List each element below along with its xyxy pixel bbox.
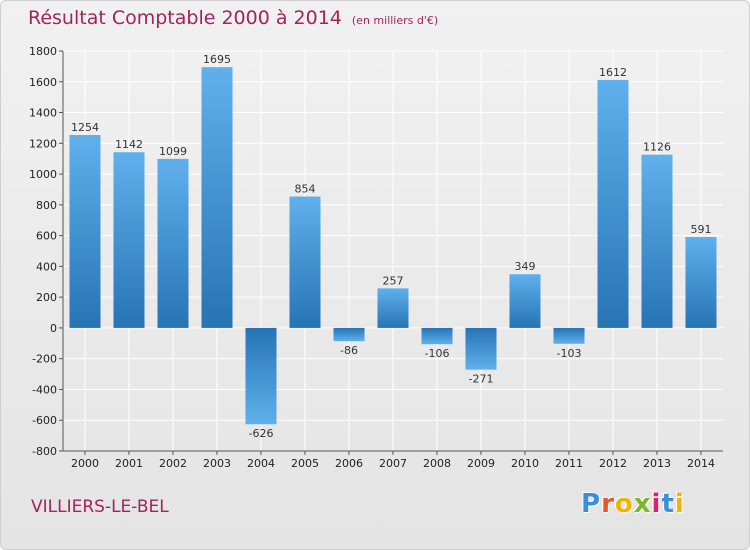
- bar: [157, 158, 189, 328]
- data-label: 1612: [599, 66, 627, 79]
- y-tick-label: 200: [36, 291, 57, 304]
- y-tick-label: 1200: [29, 137, 57, 150]
- chart-title: Résultat Comptable 2000 à 2014 (en millie…: [28, 7, 438, 29]
- y-tick-label: -200: [32, 353, 57, 366]
- logo-letter: x: [633, 489, 652, 519]
- x-tick-label: 2009: [467, 457, 495, 470]
- proxiti-logo: Proxiti: [581, 489, 685, 519]
- bar: [641, 154, 673, 328]
- bar: [333, 327, 365, 342]
- x-tick-label: 2007: [379, 457, 407, 470]
- logo-letter: i: [674, 489, 685, 519]
- data-label: 1126: [643, 141, 671, 154]
- chart-unit: (en milliers d'€): [351, 14, 439, 27]
- x-tick-label: 2012: [599, 457, 627, 470]
- x-tick-label: 2005: [291, 457, 319, 470]
- bar: [69, 135, 101, 328]
- axes: -800 -600 -400 -200 0 200 400 600 800 1000 1200 140…: [29, 45, 723, 470]
- x-tick-label: 2006: [335, 457, 363, 470]
- data-label: -86: [340, 344, 358, 357]
- logo-letter: o: [614, 489, 634, 519]
- bar: [113, 152, 145, 328]
- x-tick-label: 2013: [643, 457, 671, 470]
- bar: [685, 237, 717, 328]
- logo-letter: P: [581, 489, 602, 519]
- data-label: 257: [383, 274, 404, 287]
- y-tick-label: 800: [36, 199, 57, 212]
- bar: [509, 274, 541, 328]
- y-tick-label: -800: [32, 445, 57, 458]
- bar: [201, 67, 233, 328]
- logo-letter: t: [661, 489, 675, 519]
- data-label: -103: [557, 347, 582, 360]
- logo-letter: r: [601, 489, 615, 519]
- data-label: 1099: [159, 145, 187, 158]
- y-tick-label: 1600: [29, 76, 57, 89]
- bar: [421, 327, 453, 345]
- data-label: 349: [515, 260, 536, 273]
- logo-letter: i: [651, 489, 662, 519]
- data-label: -106: [425, 347, 450, 360]
- value-labels: 1254 1142 1099 1695 -626 854 -86 257 -106 -271 349…: [71, 53, 712, 440]
- bar: [597, 79, 629, 328]
- data-label: -626: [249, 427, 274, 440]
- y-tick-label: -600: [32, 414, 57, 427]
- bar: [553, 327, 585, 344]
- y-tick-label: 400: [36, 260, 57, 273]
- x-tick-label: 2002: [159, 457, 187, 470]
- bar: [377, 288, 409, 328]
- bar: [245, 327, 277, 425]
- y-tick-label: 0: [50, 322, 57, 335]
- y-tick-label: 1800: [29, 45, 57, 58]
- data-label: 591: [691, 223, 712, 236]
- data-label: -271: [469, 373, 494, 386]
- bar: [289, 196, 321, 328]
- y-tick-label: -400: [32, 383, 57, 396]
- x-tick-label: 2011: [555, 457, 583, 470]
- y-tick-label: 600: [36, 230, 57, 243]
- data-label: 1254: [71, 121, 99, 134]
- chart-title-text: Résultat Comptable 2000 à 2014: [28, 7, 342, 29]
- data-label: 1695: [203, 53, 231, 66]
- bars: [69, 67, 717, 425]
- x-tick-label: 2001: [115, 457, 143, 470]
- data-label: 1142: [115, 138, 143, 151]
- y-tick-label: 1000: [29, 168, 57, 181]
- x-tick-label: 2014: [687, 457, 715, 470]
- bar: [465, 327, 497, 370]
- x-tick-label: 2008: [423, 457, 451, 470]
- city-name: VILLIERS-LE-BEL: [31, 497, 169, 517]
- data-label: 854: [295, 183, 316, 196]
- x-tick-label: 2003: [203, 457, 231, 470]
- x-tick-label: 2000: [71, 457, 99, 470]
- x-tick-label: 2010: [511, 457, 539, 470]
- x-tick-label: 2004: [247, 457, 275, 470]
- y-tick-label: 1400: [29, 107, 57, 120]
